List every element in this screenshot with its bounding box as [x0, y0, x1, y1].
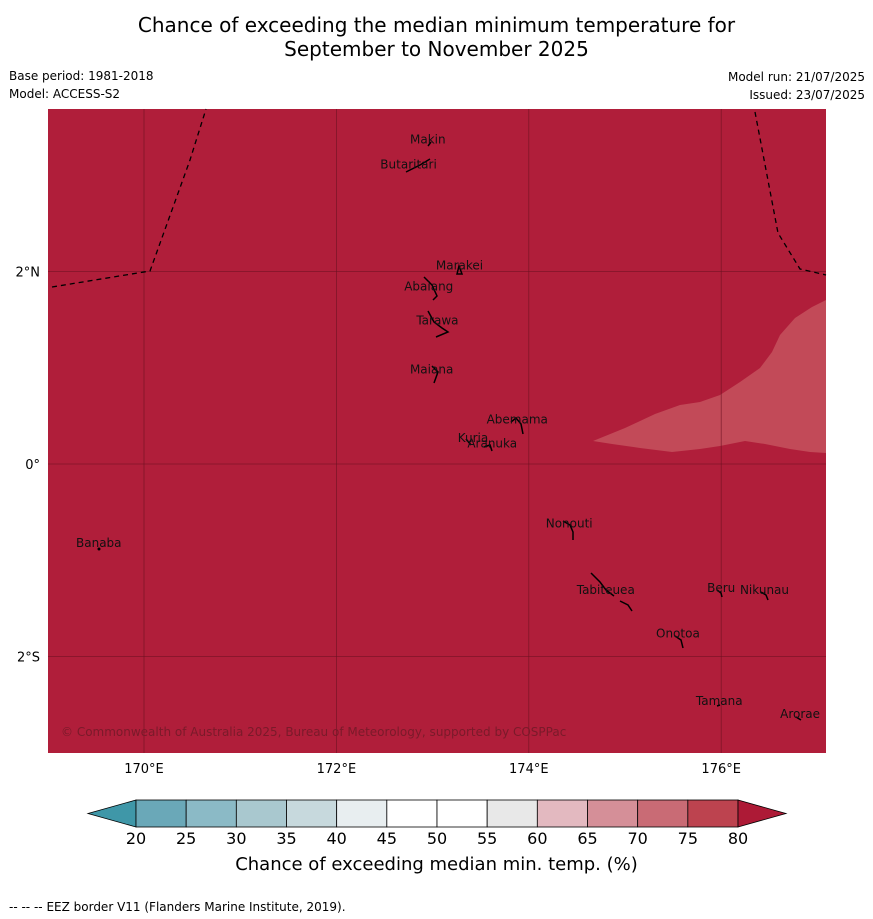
lat-tick-label: 2°N [16, 265, 41, 280]
place-label-marakei: Marakei [436, 258, 483, 272]
island-nonouti [562, 520, 574, 540]
colorbar-segment [637, 799, 689, 828]
colorbar-tick-label: 35 [276, 829, 296, 848]
lat-tick-label: 2°S [17, 651, 40, 666]
map-title-line-1: Chance of exceeding the median minimum t… [137, 13, 736, 37]
colorbar-tick-label: 20 [126, 829, 146, 848]
place-label-nonouti: Nonouti [546, 517, 593, 531]
colorbar-segment [687, 799, 739, 828]
colorbar-tick-label: 30 [226, 829, 246, 848]
island-tarawa [427, 310, 450, 338]
island-maiana [431, 365, 439, 384]
colorbar-tick-label: 60 [527, 829, 547, 848]
island-kuria [465, 438, 472, 446]
colorbar-tick-label: 40 [326, 829, 346, 848]
place-label-butaritari: Butaritari [380, 157, 437, 171]
colorbar-high-extension [737, 799, 788, 828]
island-butaritari [405, 158, 431, 173]
model-run-date: Model run: 21/07/2025 [727, 70, 865, 84]
axis-tick-labels: 170°E 172°E 174°E 176°E 2°N 0° 2°S [16, 265, 741, 777]
probability-patch-70-75 [593, 300, 826, 453]
colorbar-low-extension [86, 799, 137, 828]
colorbar-tick-label: 75 [678, 829, 698, 848]
colorbar-segment [536, 799, 588, 828]
place-labels: Makin Butaritari Marakei Abaiang Tarawa Maian… [76, 132, 820, 721]
colorbar-label: Chance of exceeding median min. temp. (%… [235, 854, 638, 875]
island-arorae [795, 716, 802, 721]
island-makin [427, 141, 432, 147]
eez-legend-text: EEZ border V11 (Flanders Marine Institut… [46, 900, 346, 914]
colorbar-segment [336, 799, 388, 828]
island-abaiang [423, 276, 438, 301]
place-label-tamana: Tamana [695, 694, 743, 708]
map-area: Makin Butaritari Marakei Abaiang Tarawa Maian… [48, 108, 827, 753]
colorbar-segment [587, 799, 639, 828]
map-title-line-2: September to November 2025 [284, 37, 589, 61]
copyright-notice: © Commonwealth of Australia 2025, Bureau… [61, 725, 566, 739]
place-label-kuria: Kuria [458, 431, 489, 445]
place-label-tarawa: Tarawa [415, 313, 458, 327]
colorbar: 20 25 30 35 40 45 50 55 60 65 70 75 80 [86, 799, 788, 848]
island-beru [716, 589, 723, 598]
place-label-aranuka: Aranuka [467, 437, 517, 451]
lon-tick-label: 176°E [701, 762, 741, 777]
place-label-beru: Beru [707, 581, 735, 595]
eez-border [51, 108, 827, 288]
colorbar-tick-label: 55 [477, 829, 497, 848]
lon-tick-label: 174°E [509, 762, 549, 777]
colorbar-segment [386, 799, 438, 828]
model-name: Model: ACCESS-S2 [9, 87, 121, 101]
base-period: Base period: 1981-2018 [9, 69, 154, 83]
place-label-arorae: Arorae [780, 707, 820, 721]
colorbar-segment [235, 799, 287, 828]
island-tabiteuea-north [590, 572, 615, 597]
place-label-makin: Makin [410, 132, 446, 146]
lat-tick-label: 0° [25, 458, 40, 473]
issued-date: Issued: 23/07/2025 [749, 88, 865, 102]
colorbar-segment [436, 799, 488, 828]
island-aranuka [483, 444, 493, 452]
lon-tick-label: 170°E [124, 762, 164, 777]
lon-tick-label: 172°E [317, 762, 357, 777]
colorbar-tick-label: 25 [176, 829, 196, 848]
island-banaba [97, 547, 101, 551]
place-label-tabiteuea: Tabiteuea [576, 583, 635, 597]
colorbar-segment [486, 799, 538, 828]
island-tamana [716, 704, 721, 707]
colorbar-segment [135, 799, 187, 828]
place-label-abemama: Abemama [487, 413, 548, 427]
colorbar-segment [286, 799, 338, 828]
island-marakei [456, 263, 464, 275]
colorbar-tick-label: 50 [427, 829, 447, 848]
eez-legend-symbol: -- -- -- [9, 900, 43, 914]
island-onotoa [674, 635, 684, 649]
colorbar-tick-label: 45 [377, 829, 397, 848]
eez-legend: -- -- -- EEZ border V11 (Flanders Marine… [9, 900, 346, 914]
island-nikunau [760, 591, 769, 601]
colorbar-tick-label: 65 [577, 829, 597, 848]
place-label-onotoa: Onotoa [656, 626, 700, 640]
eez-border-east [754, 111, 827, 276]
colorbar-tick-label: 80 [728, 829, 748, 848]
island-tabiteuea-south [619, 600, 633, 612]
island-outlines [97, 141, 802, 721]
place-label-nikunau: Nikunau [740, 583, 789, 597]
island-abemama [510, 416, 524, 435]
graticule [48, 109, 826, 753]
colorbar-segment [185, 799, 237, 828]
colorbar-tick-label: 70 [627, 829, 647, 848]
eez-border-west [51, 108, 207, 288]
place-label-abaiang: Abaiang [404, 280, 453, 294]
place-label-banaba: Banaba [76, 536, 122, 550]
place-label-maiana: Maiana [410, 362, 453, 376]
